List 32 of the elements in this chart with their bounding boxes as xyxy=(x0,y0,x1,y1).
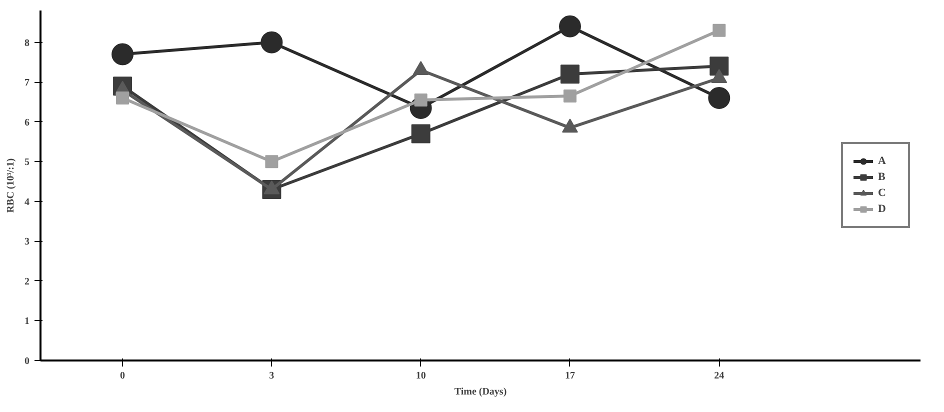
point xyxy=(710,56,729,76)
point xyxy=(708,87,730,109)
legend-label: D xyxy=(878,202,887,216)
y-tick-label: 6 xyxy=(24,117,30,128)
y-tick-label: 4 xyxy=(24,196,30,208)
point xyxy=(411,124,430,144)
point xyxy=(112,43,134,66)
y-tick-label: 0 xyxy=(24,356,30,367)
x-tick-label: 10 xyxy=(416,370,426,382)
legend-label: B xyxy=(878,170,886,184)
point xyxy=(563,90,576,103)
y-tick-label: 2 xyxy=(24,276,30,288)
x-tick-label: 3 xyxy=(269,370,274,382)
y-tick-label: 8 xyxy=(24,38,30,49)
point xyxy=(265,155,278,168)
point xyxy=(116,92,130,104)
x-tick-label: 0 xyxy=(120,370,126,382)
point xyxy=(414,93,428,106)
legend-label: A xyxy=(878,154,887,168)
y-tick-label: 3 xyxy=(24,236,30,248)
x-tick-label: 24 xyxy=(714,370,724,382)
y-axis-title: RBC (10³/:1) xyxy=(6,158,16,213)
point xyxy=(260,31,283,54)
x-axis-title: Time (Days) xyxy=(454,386,507,398)
x-tick-label: 17 xyxy=(564,370,575,382)
y-tick-label: 7 xyxy=(24,78,30,89)
legend-label: C xyxy=(878,186,887,200)
point xyxy=(712,24,726,37)
y-tick-label: 5 xyxy=(24,157,30,168)
y-tick-label: 1 xyxy=(24,316,30,328)
point xyxy=(558,15,581,38)
point xyxy=(560,64,580,84)
